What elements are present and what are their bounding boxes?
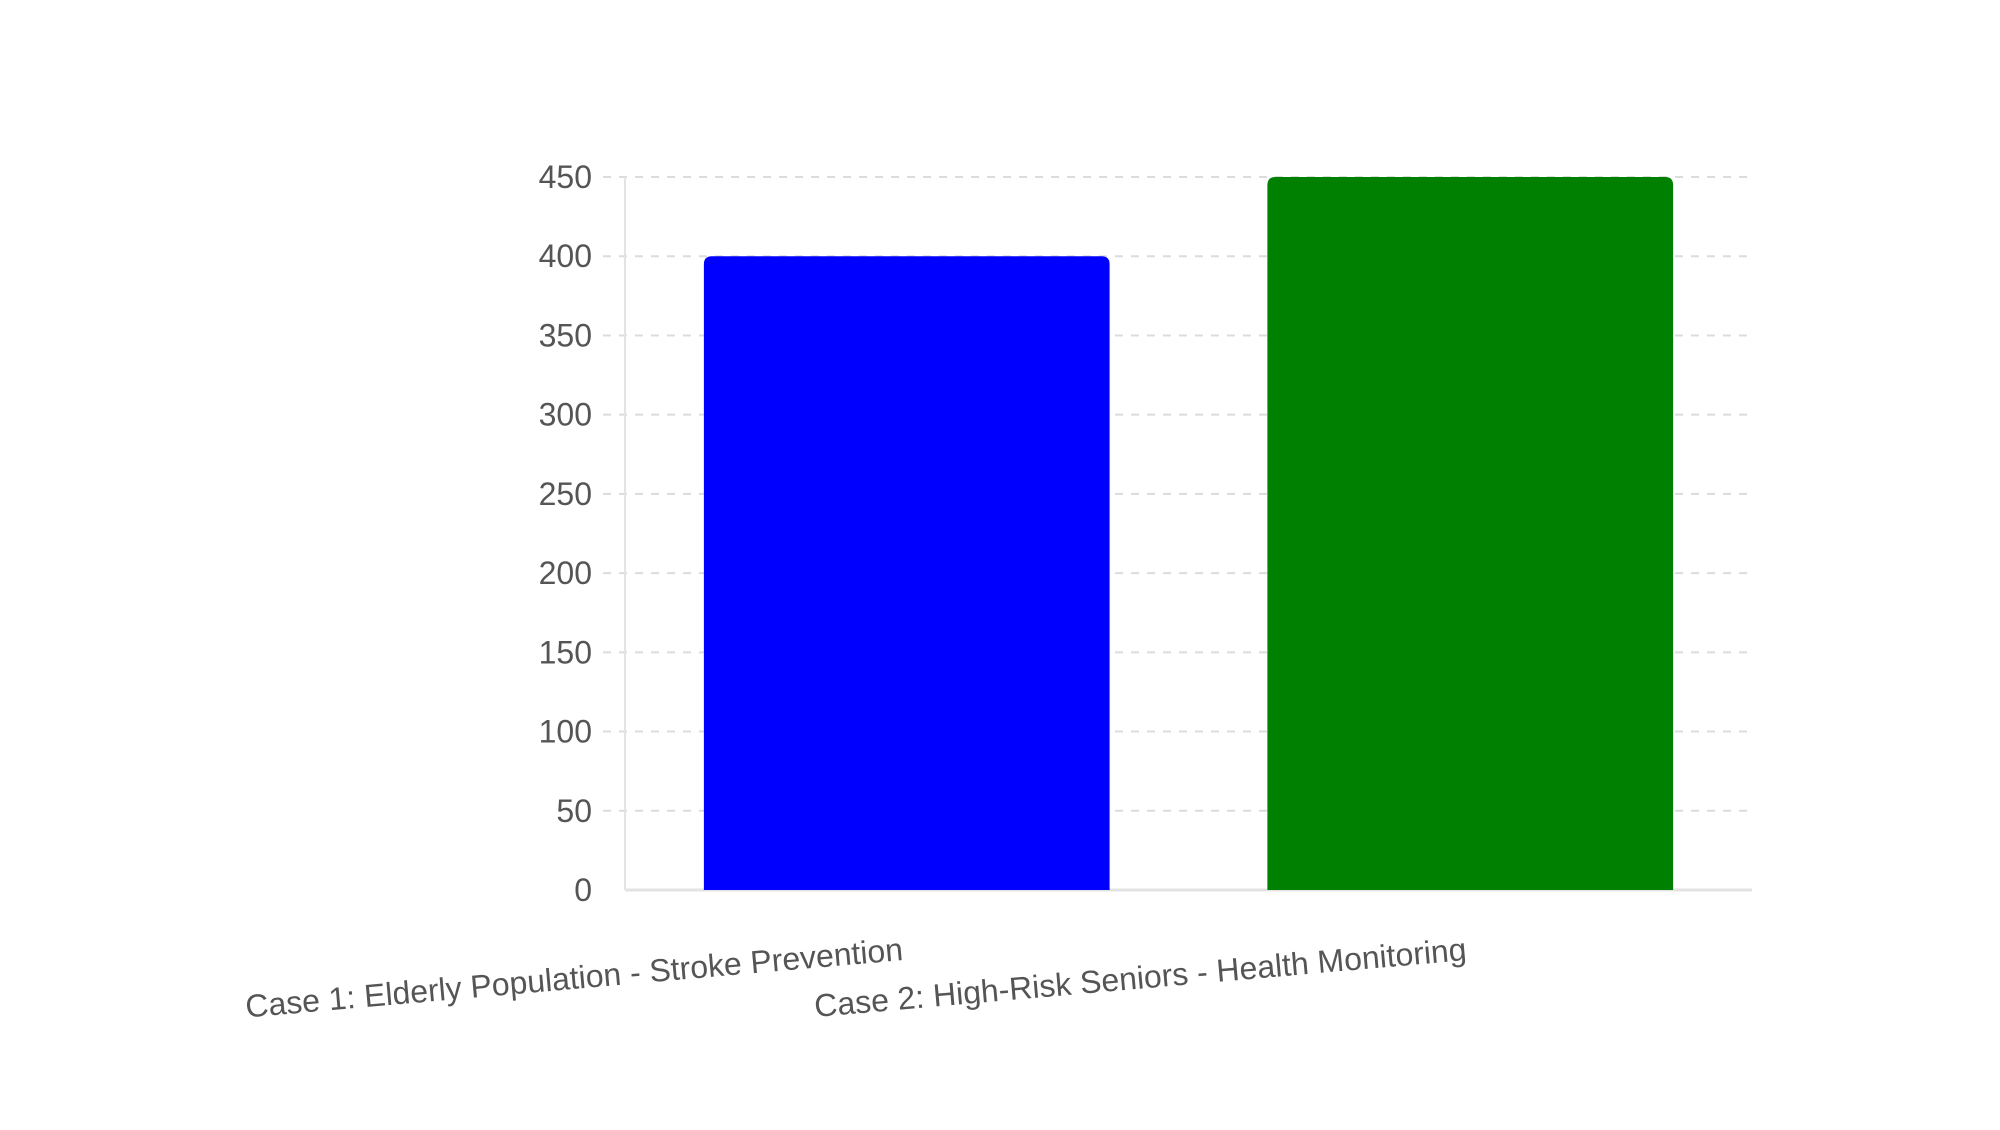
label-layer: Case 1: Elderly Population - Stroke Prev… <box>244 931 1468 1024</box>
y-tick-label: 300 <box>539 397 592 433</box>
x-category-label: Case 1: Elderly Population - Stroke Prev… <box>244 931 905 1024</box>
y-tick-label: 50 <box>556 793 592 829</box>
bar-2 <box>1267 177 1674 890</box>
y-tick-label: 200 <box>539 555 592 591</box>
y-tick-label: 0 <box>574 872 592 908</box>
y-tick-label: 100 <box>539 714 592 750</box>
y-tick-label: 400 <box>539 238 592 274</box>
bar-1 <box>703 256 1110 890</box>
x-category-label: Case 2: High-Risk Seniors - Health Monit… <box>813 931 1468 1024</box>
bar-layer <box>703 177 1674 890</box>
y-tick-label: 150 <box>539 634 592 670</box>
y-tick-label: 250 <box>539 476 592 512</box>
y-tick-label: 450 <box>539 159 592 195</box>
y-tick-label: 350 <box>539 317 592 353</box>
